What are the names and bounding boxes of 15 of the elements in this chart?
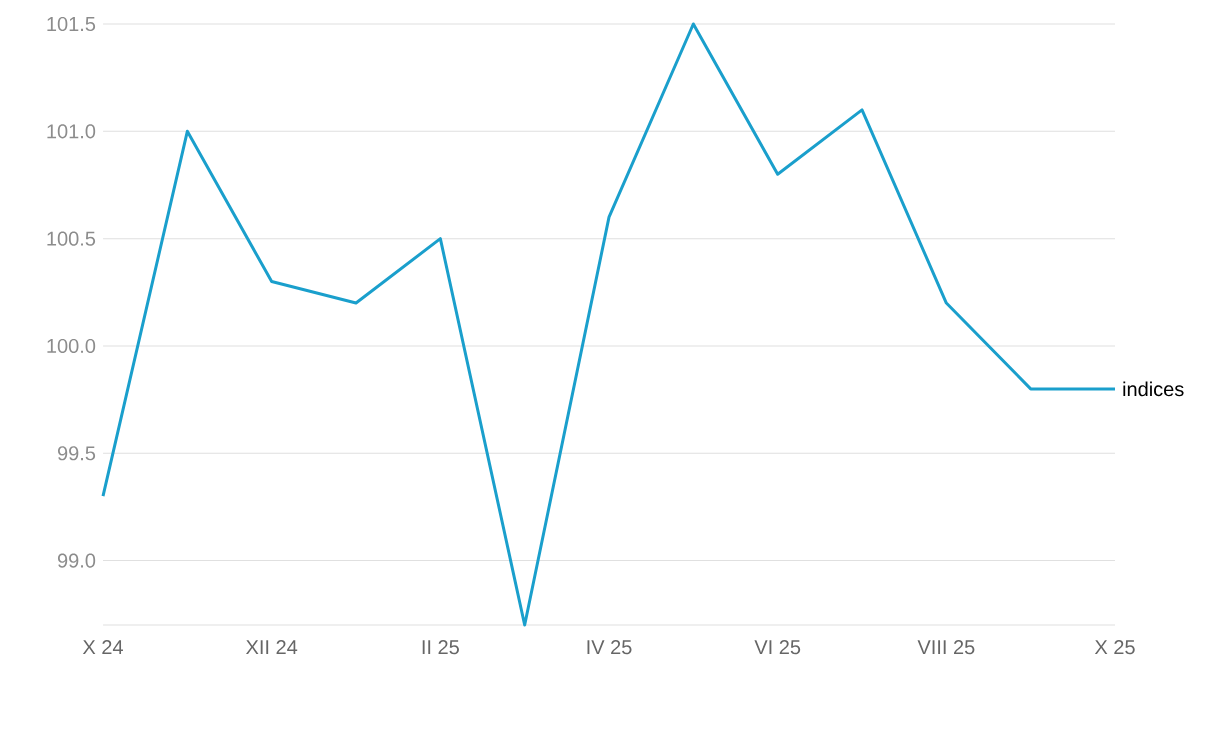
y-tick-label: 100.0 [47,338,96,354]
x-tick-label: VIII 25 [917,640,975,655]
series-label: indices [1123,381,1184,397]
y-tick-label: 101.5 [47,16,96,32]
y-tick-label: 99.5 [57,446,96,461]
y-tick-label: 101.0 [47,124,96,139]
x-tick-label: IV 25 [587,640,632,655]
x-tick-label: X 25 [1094,640,1135,655]
x-tick-label: XII 24 [245,640,298,655]
line-series [101,22,1117,627]
x-tick-label: II 25 [422,640,459,655]
x-tick-label: VI 25 [754,640,801,655]
y-tick-label: 100.5 [47,231,96,246]
y-tick-label: 99.0 [57,553,96,568]
x-tick-label: X 24 [82,640,123,655]
